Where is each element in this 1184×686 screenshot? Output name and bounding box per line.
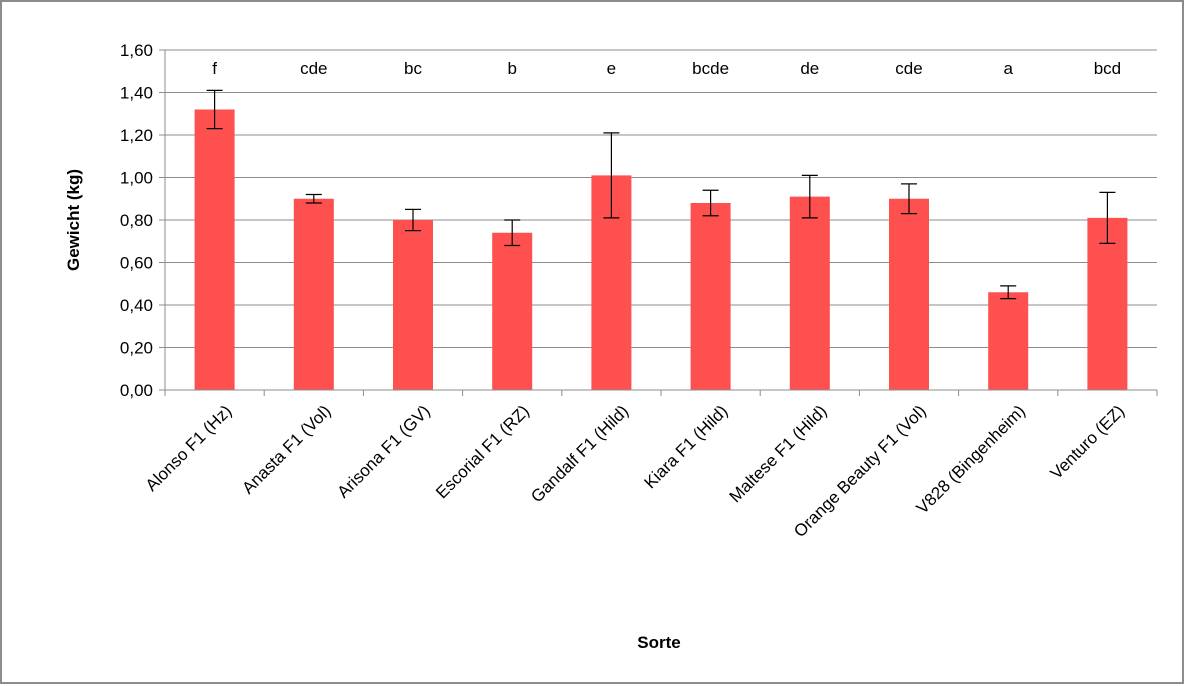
bar: [988, 292, 1029, 390]
x-tick-label: Maltese F1 (Hild): [726, 401, 831, 506]
axes: [159, 49, 1158, 396]
y-tick-label: 0,80: [120, 211, 153, 230]
y-tick-labels: 0,00 0,20 0,40 0,60 0,80 1,00 1,20 1,40 1,60: [120, 41, 153, 400]
x-tick-label: Anasta F1 (Vol): [238, 401, 334, 497]
bar: [690, 203, 731, 390]
y-tick-label: 0,60: [120, 254, 153, 273]
significance-letter: bc: [404, 59, 422, 78]
bar: [789, 196, 830, 390]
bar: [1087, 217, 1128, 390]
x-tick-label: Venturo (EZ): [1047, 401, 1129, 483]
bars: [194, 109, 1128, 390]
y-tick-label: 1,40: [120, 84, 153, 103]
significance-letter: bcd: [1094, 59, 1121, 78]
significance-letter: f: [212, 59, 217, 78]
x-tick-label: Kiara F1 (Hild): [640, 401, 731, 492]
significance-letter: e: [607, 59, 616, 78]
significance-letter: cde: [895, 59, 922, 78]
y-tick-label: 0,20: [120, 339, 153, 358]
y-tick-label: 1,00: [120, 169, 153, 188]
bar: [889, 198, 929, 390]
x-axis-title: Sorte: [637, 633, 680, 652]
significance-letter: b: [507, 59, 516, 78]
significance-letter: cde: [300, 59, 327, 78]
x-tick-labels: Alonso F1 (Hz) Anasta F1 (Vol)Arisona F1 …: [142, 401, 1128, 541]
x-tick-label: V828 (Bingenheim): [913, 401, 1029, 517]
significance-letters: f cde bc b e bcde de cde a bcd: [212, 59, 1121, 78]
y-tick-label: 1,20: [120, 126, 153, 145]
x-tick-label: Escorial F1 (RZ): [432, 401, 533, 502]
bar: [194, 109, 235, 390]
significance-letter: bcde: [692, 59, 729, 78]
x-tick-label: Arisona F1 (GV): [334, 401, 434, 501]
x-tick-label: Gandalf F1 (Hild): [527, 401, 632, 506]
error-bars: [206, 89, 1116, 300]
bar: [293, 198, 334, 390]
significance-letter: a: [1003, 59, 1013, 78]
bar: [492, 232, 533, 390]
y-axis-title: Gewicht (kg): [64, 169, 83, 271]
x-tick-label: Alonso F1 (Hz): [142, 401, 236, 495]
y-tick-label: 0,40: [120, 296, 153, 315]
y-tick-label: 1,60: [120, 41, 153, 60]
bar: [393, 220, 433, 390]
y-tick-label: 0,00: [120, 381, 153, 400]
significance-letter: de: [800, 59, 819, 78]
